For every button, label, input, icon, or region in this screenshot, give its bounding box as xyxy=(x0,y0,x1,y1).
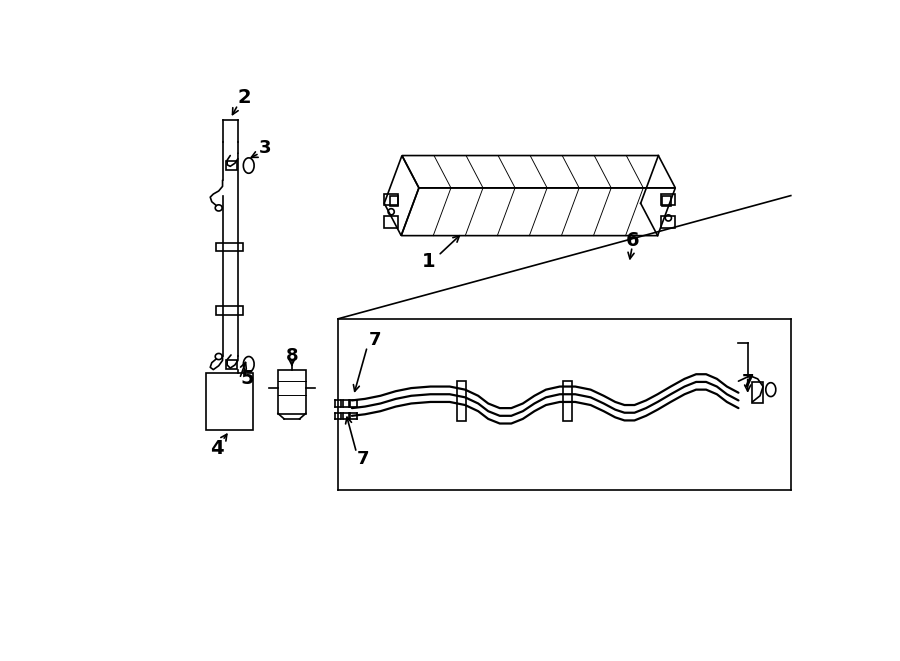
Bar xyxy=(662,194,675,205)
Text: 6: 6 xyxy=(626,231,639,250)
Text: 7: 7 xyxy=(742,373,754,391)
Bar xyxy=(662,196,670,206)
Bar xyxy=(227,161,238,170)
Bar xyxy=(390,196,398,206)
Bar xyxy=(662,216,675,228)
Text: 1: 1 xyxy=(422,252,436,270)
Bar xyxy=(278,370,306,414)
Text: 7: 7 xyxy=(369,331,382,350)
Text: 8: 8 xyxy=(285,347,298,365)
Bar xyxy=(562,381,572,421)
Text: 5: 5 xyxy=(240,369,254,389)
Text: 3: 3 xyxy=(258,139,271,157)
Text: 4: 4 xyxy=(211,439,224,457)
Bar xyxy=(227,360,238,369)
Bar xyxy=(216,307,243,315)
Bar xyxy=(752,382,763,403)
Text: 2: 2 xyxy=(238,87,251,106)
Bar xyxy=(205,373,254,430)
Bar xyxy=(384,216,398,228)
Bar xyxy=(216,243,243,251)
Bar xyxy=(384,194,398,205)
Bar xyxy=(456,381,466,421)
Text: 7: 7 xyxy=(356,450,369,468)
